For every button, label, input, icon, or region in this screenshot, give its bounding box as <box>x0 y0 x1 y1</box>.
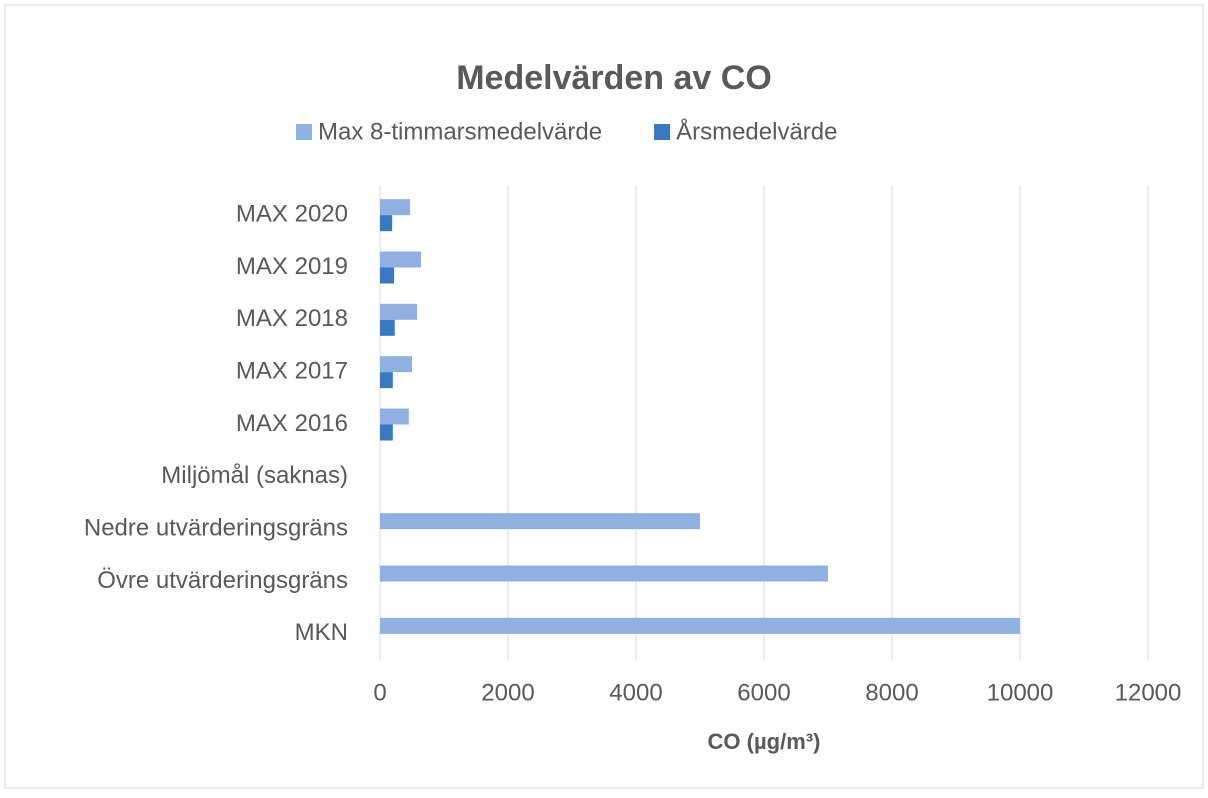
bar <box>380 565 828 582</box>
bar <box>380 303 418 320</box>
legend-swatch <box>296 124 312 140</box>
y-tick-label: MAX 2017 <box>236 358 348 385</box>
bar <box>380 424 393 441</box>
chart-border <box>4 4 1204 789</box>
y-tick-label: Nedre utvärderingsgräns <box>84 515 348 542</box>
bar <box>380 408 409 425</box>
x-tick-label: 12000 <box>1115 679 1182 706</box>
bar <box>380 319 395 336</box>
legend-swatch <box>654 124 671 140</box>
y-tick-label: Övre utvärderingsgräns <box>97 567 348 594</box>
bar <box>380 251 421 268</box>
bar <box>380 215 393 232</box>
bar <box>380 356 412 373</box>
bar <box>380 617 1020 634</box>
y-tick-label: MAX 2018 <box>236 305 348 332</box>
y-tick-label: MAX 2016 <box>236 410 348 437</box>
x-tick-label: 2000 <box>481 679 534 706</box>
legend-label: Årsmedelvärde <box>676 117 837 145</box>
x-tick-label: 8000 <box>865 679 918 706</box>
bar <box>380 372 393 389</box>
chart-title: Medelvärden av CO <box>456 59 772 97</box>
x-tick-label: 6000 <box>737 679 790 706</box>
y-tick-label: MAX 2019 <box>236 253 348 280</box>
x-tick-label: 4000 <box>609 679 662 706</box>
legend-label: Max 8-timmarsmedelvärde <box>318 118 602 145</box>
y-tick-label: Miljömål (saknas) <box>161 462 348 489</box>
y-tick-label: MAX 2020 <box>236 201 348 228</box>
x-tick-label: 0 <box>373 679 386 706</box>
x-axis-title: CO (µg/m³) <box>708 729 821 754</box>
x-tick-label: 10000 <box>987 679 1054 706</box>
bar <box>380 513 700 530</box>
y-tick-label: MKN <box>295 619 348 646</box>
bar <box>380 267 395 284</box>
bar <box>380 199 411 216</box>
